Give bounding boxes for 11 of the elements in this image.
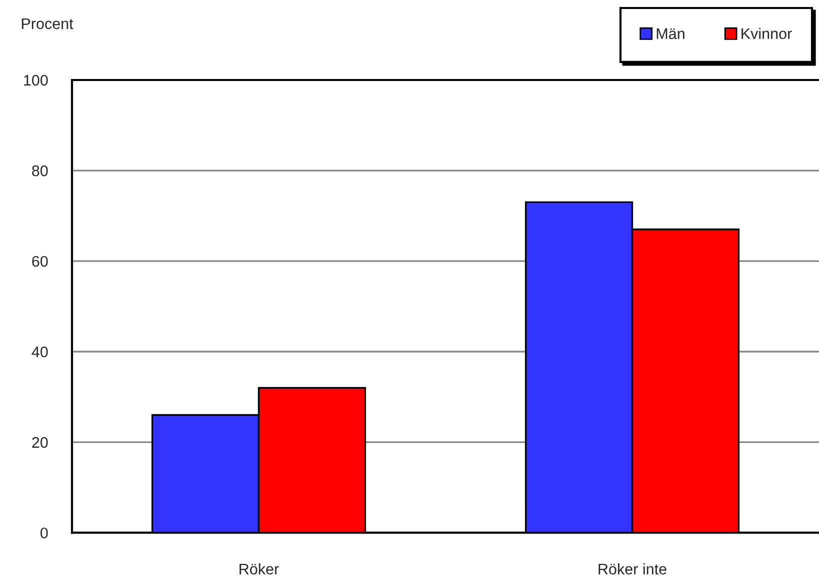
y-tick-label: 80 — [32, 165, 48, 176]
y-tick-label: 100 — [24, 74, 48, 86]
legend-label: Män — [656, 28, 684, 40]
y-tick-label: 0 — [40, 528, 48, 538]
y-tick-label: 60 — [32, 256, 48, 267]
legend-label: Kvinnor — [742, 28, 792, 40]
x-tick-label: Röker — [240, 563, 279, 574]
x-tick-label: Röker inte — [598, 563, 666, 574]
y-tick-label: 40 — [32, 346, 48, 358]
y-tick-label: 20 — [32, 437, 48, 448]
y-axis-title: Procent — [22, 18, 74, 30]
